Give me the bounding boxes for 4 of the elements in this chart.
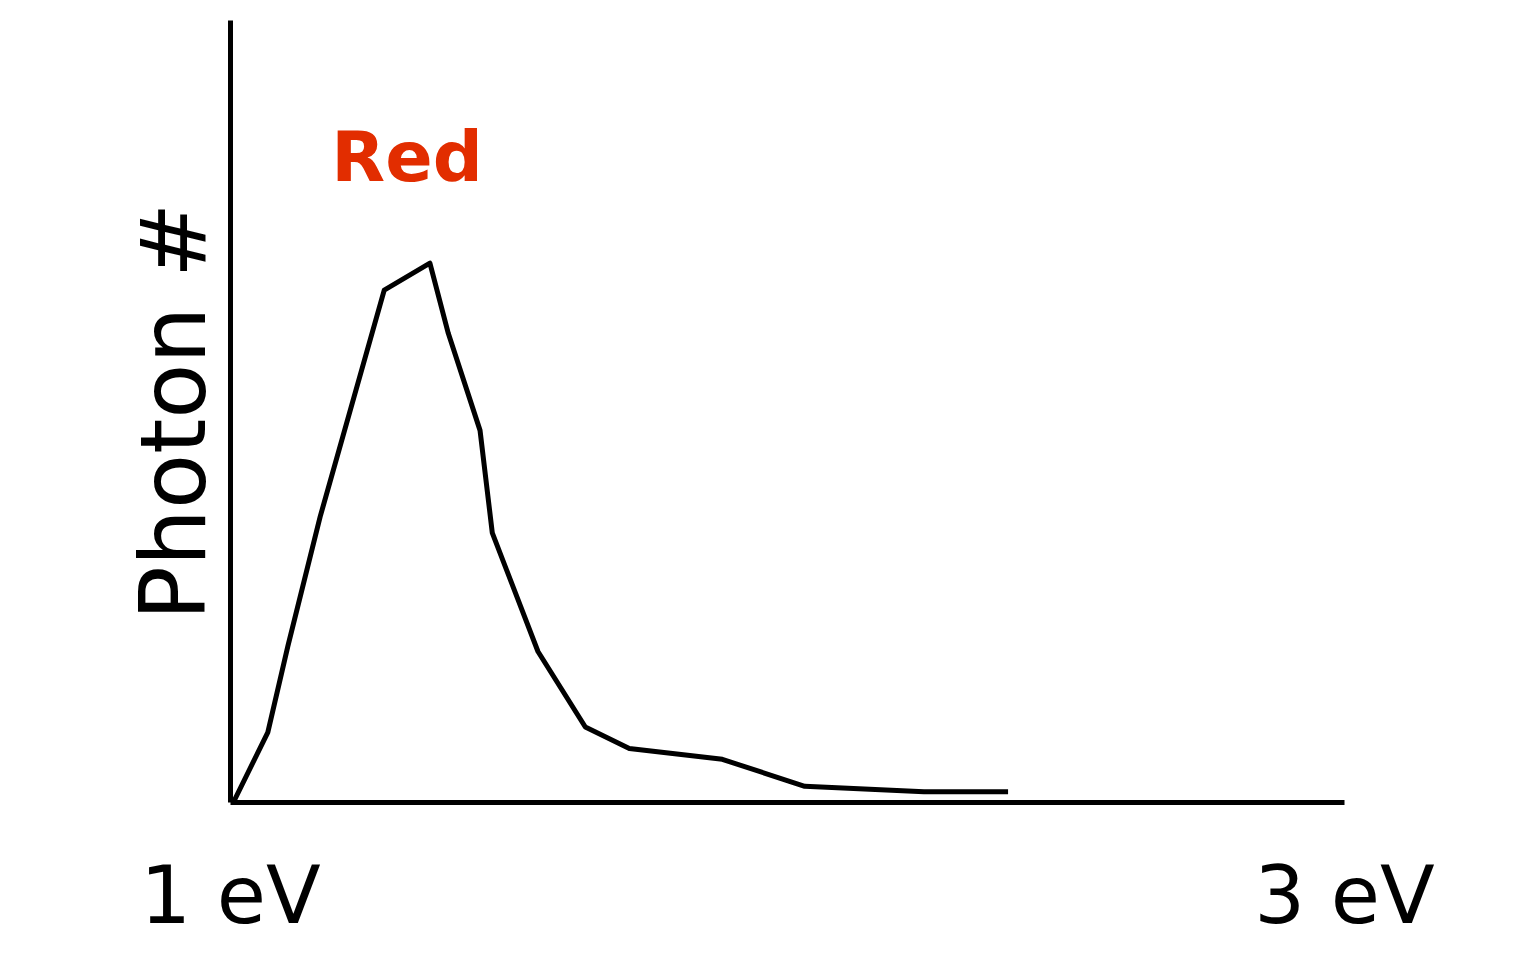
y-axis-title: Photon # <box>120 202 226 621</box>
text: Red <box>331 116 483 199</box>
x-tick-label: 1 eV <box>140 848 321 942</box>
x-tick-label: 3 eV <box>1254 848 1435 942</box>
